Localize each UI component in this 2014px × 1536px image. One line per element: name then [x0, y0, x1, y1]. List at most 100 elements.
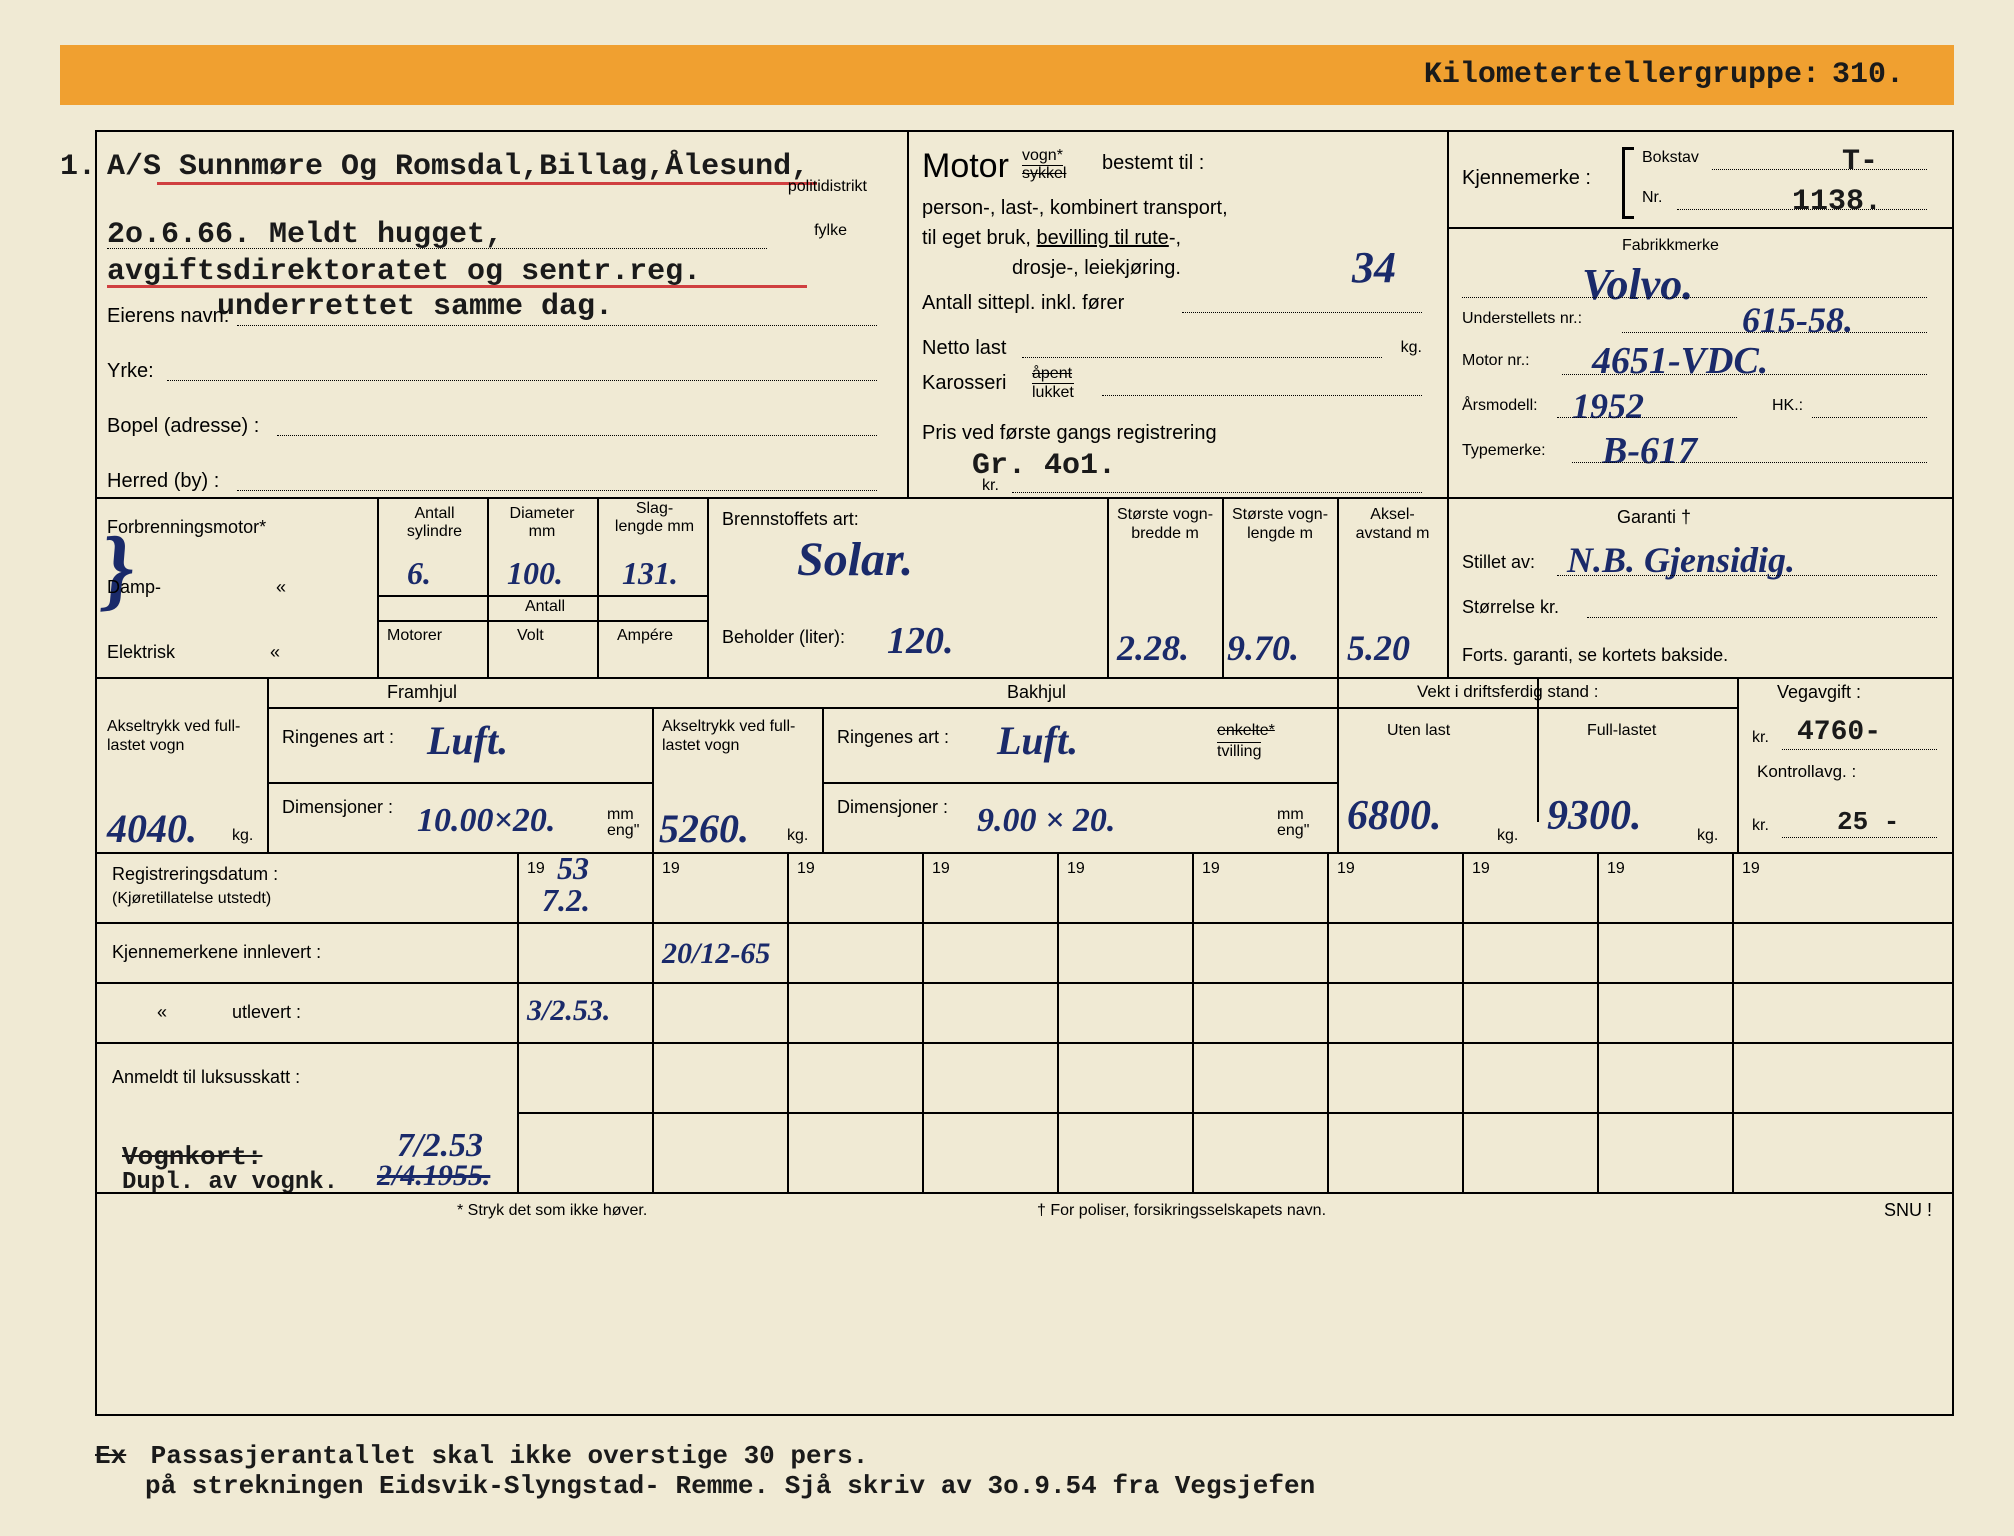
fabrikk-label: Fabrikkmerke — [1622, 237, 1719, 255]
slag-val: 131. — [622, 555, 678, 592]
vegavgift-label: Vegavgift : — [1777, 682, 1861, 703]
ex-prefix: Ex — [95, 1441, 126, 1471]
dia-val: 100. — [507, 555, 563, 592]
motor-title: Motor — [922, 147, 1009, 185]
seats-val: 34 — [1352, 242, 1396, 293]
vognkort-label: Vognkort: — [122, 1142, 262, 1172]
motornr-label: Motor nr.: — [1462, 352, 1530, 370]
motor-l3: drosje-, leiekjøring. — [1012, 257, 1181, 280]
typemerke-val: B-617 — [1602, 429, 1697, 473]
syl-val: 6. — [407, 555, 431, 592]
owner-label: Eierens navn: — [107, 305, 229, 328]
yrke-label: Yrke: — [107, 360, 154, 383]
beholder-label: Beholder (liter): — [722, 627, 845, 648]
bokstav-label: Bokstav — [1642, 149, 1699, 167]
dim-f-label: Dimensjoner : — [282, 797, 393, 818]
aksel-r-val: 5260. — [659, 805, 749, 852]
damp: Damp- — [107, 577, 161, 597]
engine-row: Forbrenningsmotor* } Damp- « Elektrisk «… — [97, 497, 1952, 677]
wheels-row: Framhjul Bakhjul Vekt i driftsferdig sta… — [97, 677, 1952, 852]
volt-label: Volt — [517, 627, 544, 645]
motor-l1: person-, last-, kombinert transport, — [922, 197, 1228, 220]
kr-label: kr. — [982, 477, 999, 495]
framhjul-label: Framhjul — [387, 682, 457, 703]
elektrisk: Elektrisk — [107, 642, 175, 662]
row-number: 1. — [60, 150, 96, 184]
brenn-label: Brennstoffets art: — [722, 509, 859, 530]
typemerke-label: Typemerke: — [1462, 442, 1546, 460]
beholder-val: 120. — [887, 619, 954, 663]
arsmodell-label: Årsmodell: — [1462, 397, 1538, 415]
note1: 2o.6.66. Meldt hugget, — [107, 218, 503, 252]
herred-label: Herred (by) : — [107, 470, 219, 493]
form-box: A/S Sunnmøre Og Romsdal,Billag,Ålesund, … — [95, 130, 1954, 1416]
aksel-r-label: Akseltrykk ved full-lastet vogn — [662, 717, 812, 755]
lengde-val: 9.70. — [1227, 627, 1299, 669]
netto-kg: kg. — [1401, 339, 1422, 357]
arsmodell-val: 1952 — [1572, 385, 1644, 427]
nr-val: 1138. — [1792, 185, 1882, 219]
bokstav-val: T- — [1842, 145, 1878, 179]
utenlast-val: 6800. — [1347, 792, 1442, 840]
amp-label: Ampére — [617, 627, 673, 645]
note2: avgiftsdirektoratet og sentr.reg. — [107, 255, 701, 289]
stillet-label: Stillet av: — [1462, 552, 1535, 573]
enkelte: enkelte* — [1217, 722, 1275, 740]
kontroll-label: Kontrollavg. : — [1757, 762, 1856, 782]
dim-r-val: 9.00 × 20. — [977, 802, 1115, 840]
vekt-label: Vekt i driftsferdig stand : — [1417, 682, 1598, 702]
registration-card: Kilometertellergruppe: 310. 1. A/S Sunnm… — [0, 0, 2014, 1536]
pris-label: Pris ved første gangs registrering — [922, 422, 1217, 445]
utlevert-label: utlevert : — [232, 1002, 301, 1022]
fulllast-label: Full-lastet — [1587, 722, 1656, 740]
lukket: lukket — [1032, 383, 1074, 402]
aksel-f-label: Akseltrykk ved full-lastet vogn — [107, 717, 257, 755]
gr-value: 4o1. — [1044, 449, 1116, 483]
fylke: fylke — [814, 222, 847, 240]
brenn-val: Solar. — [797, 532, 913, 587]
forbr-label: Forbrenningsmotor* — [107, 517, 266, 538]
storrelse-label: Størrelse kr. — [1462, 597, 1559, 618]
garanti-label: Garanti † — [1617, 507, 1691, 528]
syl-label: Antall sylindre — [392, 505, 477, 541]
footer-poliser: † For poliser, forsikringsselskapets nav… — [1037, 1202, 1326, 1220]
fabrikk-val: Volvo. — [1582, 259, 1693, 310]
innlevert-label: Kjennemerkene innlevert : — [112, 942, 321, 963]
note3: underrettet samme dag. — [217, 290, 613, 324]
bopel-label: Bopel (adresse) : — [107, 415, 259, 438]
aksel-f-val: 4040. — [107, 805, 197, 852]
motornr-val: 4651-VDC. — [1592, 339, 1768, 383]
utenlast-label: Uten last — [1387, 722, 1450, 740]
company-name: A/S Sunnmøre Og Romsdal,Billag,Ålesund, — [107, 150, 809, 184]
ring-r-val: Luft. — [997, 717, 1078, 764]
reg-label: Registreringsdatum : — [112, 864, 278, 885]
vegavgift-val: 4760- — [1797, 717, 1881, 748]
header-bar: Kilometertellergruppe: 310. — [60, 45, 1954, 105]
bakhjul-label: Bakhjul — [1007, 682, 1066, 703]
bredde-label: Største vogn-bredde m — [1115, 505, 1215, 543]
netto-label: Netto last — [922, 337, 1006, 360]
lengde-label: Største vogn-lengde m — [1230, 505, 1330, 543]
date1: 7.2. — [542, 882, 590, 919]
bottom-l1: Passasjerantallet skal ikke overstige 30… — [151, 1441, 869, 1471]
bottom-notes: Ex Passasjerantallet skal ikke overstige… — [95, 1441, 1954, 1501]
kontroll-val: 25 - — [1837, 807, 1899, 837]
seats-label: Antall sittepl. inkl. fører — [922, 292, 1124, 315]
politidistrikt: politidistrikt — [788, 178, 867, 196]
dupl-date: 2/4.1955. — [377, 1159, 490, 1193]
bestemt: bestemt til : — [1102, 152, 1204, 175]
sykkel: sykkel — [1022, 165, 1066, 183]
apent: åpent — [1032, 365, 1072, 383]
footer-stryk: * Stryk det som ikke høver. — [457, 1202, 647, 1220]
innlevert-date: 20/12-65 — [662, 937, 770, 971]
anmeldt-label: Anmeldt til luksusskatt : — [112, 1067, 300, 1088]
company-block: A/S Sunnmøre Og Romsdal,Billag,Ålesund, … — [107, 150, 897, 184]
ring-r-label: Ringenes art : — [837, 727, 949, 748]
understell-val: 615-58. — [1742, 299, 1853, 341]
bottom-l2: på strekningen Eidsvik-Slyngstad- Remme.… — [145, 1471, 1954, 1501]
motorer-label: Motorer — [387, 627, 442, 645]
forts-label: Forts. garanti, se kortets bakside. — [1462, 645, 1728, 666]
gr-label: Gr. — [972, 449, 1026, 483]
understell-label: Understellets nr.: — [1462, 310, 1582, 328]
aksel-label: Aksel-avstand m — [1345, 505, 1440, 543]
